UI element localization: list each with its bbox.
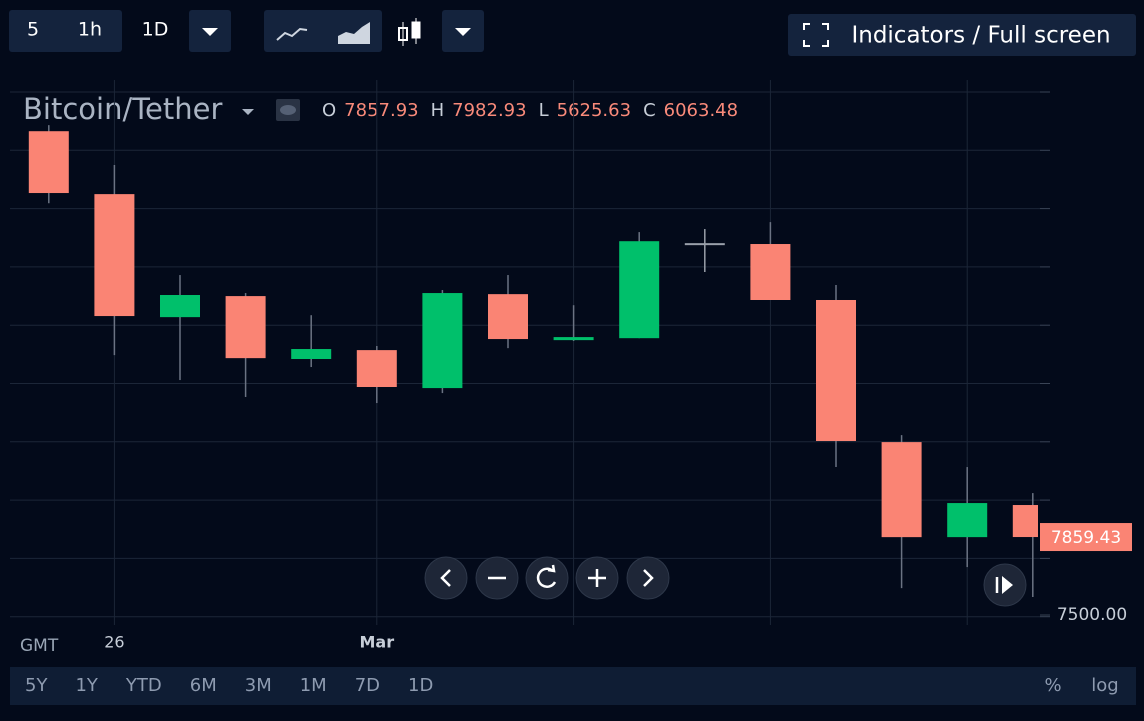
range-button[interactable]: YTD (125, 675, 162, 696)
interval-active (122, 10, 185, 52)
candle-body (488, 294, 528, 340)
legend-key: H (431, 100, 445, 121)
indicators-button[interactable] (788, 14, 1136, 56)
area-icon[interactable] (338, 22, 370, 44)
candle-body (750, 244, 791, 300)
legend-value: 6063.48 (664, 100, 738, 121)
eye-icon (280, 105, 296, 115)
dropdown-arrow (455, 28, 471, 36)
range-button[interactable]: 1D (408, 675, 433, 696)
y-tick-label: 7500.00 (1057, 605, 1127, 625)
price-tag (1040, 523, 1132, 552)
navigation-icons (440, 564, 999, 593)
play-icon (1002, 576, 1013, 594)
x-tick-label: Mar (359, 633, 394, 652)
legend-value: 7857.93 (344, 100, 418, 121)
dropdown-arrow (202, 28, 218, 36)
price-tag-label: 7859.43 (1051, 528, 1121, 548)
timezone: GMT (20, 636, 59, 656)
legend-key: C (643, 100, 656, 121)
range-button[interactable]: 6M (190, 675, 217, 696)
fullscreen-icon (803, 23, 829, 47)
legend-value: 5625.63 (557, 100, 631, 121)
candle-body (881, 442, 922, 538)
interval-group (9, 10, 122, 52)
x-tick-label: 26 (104, 633, 124, 652)
scroll-left[interactable] (424, 556, 468, 600)
ohlc-legend: O 7857.93 H 7982.93 L 5625.63 C 6063.48 (322, 100, 738, 121)
log-toggle[interactable]: log (1091, 675, 1118, 696)
candle-body (225, 296, 266, 359)
candle-body (422, 293, 463, 389)
candle-body (94, 194, 135, 317)
candle-body (291, 349, 332, 360)
candle-body (553, 337, 594, 341)
interval-button[interactable]: 5 (27, 19, 39, 41)
legend-key: L (539, 100, 549, 121)
reset[interactable] (525, 556, 569, 600)
axes: 7500.00 26 Mar (104, 91, 1127, 652)
range-button[interactable]: 1M (300, 675, 327, 696)
percent-toggle[interactable]: % (1044, 675, 1061, 696)
range-button[interactable]: 1Y (75, 675, 98, 696)
candle-body (1012, 505, 1038, 538)
scroll-right[interactable] (626, 556, 670, 600)
legend-value: 7982.93 (452, 100, 526, 121)
candle-body (684, 243, 725, 246)
candle-body (160, 295, 200, 318)
range-bar (10, 667, 1136, 705)
legend-key: O (322, 100, 336, 121)
candle-body (947, 503, 988, 538)
candle-body (356, 350, 397, 387)
range-buttons: 5Y 1Y YTD 6M 3M 1M 7D 1D (25, 675, 433, 696)
interval-button[interactable]: 1h (78, 19, 102, 41)
plot-area (28, 125, 1038, 598)
range-button[interactable]: 5Y (25, 675, 48, 696)
candle-body (619, 241, 660, 339)
candle-icon[interactable] (398, 18, 421, 46)
range-button[interactable]: 7D (355, 675, 380, 696)
indicators-label[interactable]: Indicators / Full screen (851, 23, 1110, 49)
interval-button[interactable]: 1D (142, 19, 169, 41)
candle-body (816, 299, 856, 442)
candle-body (28, 131, 69, 194)
symbol-title[interactable]: Bitcoin/Tether (23, 92, 222, 126)
symbol-arrow (242, 109, 254, 115)
range-button[interactable]: 3M (245, 675, 272, 696)
line-icon[interactable] (276, 27, 308, 41)
